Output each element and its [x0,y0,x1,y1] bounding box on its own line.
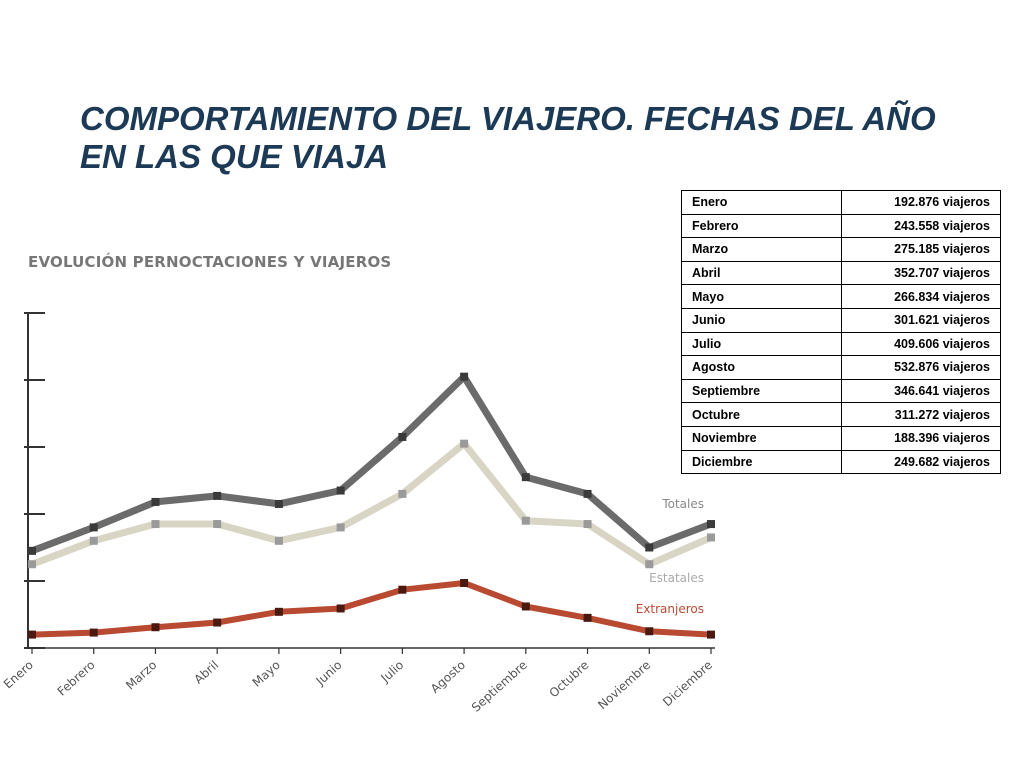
table-row: Diciembre 249.682 viajeros [681,449,1001,475]
data-point-estatales [89,536,98,545]
x-tick-label: Marzo [123,658,159,693]
x-tick-label: Junio [313,658,345,689]
data-point-estatales [274,536,283,545]
month-cell: Febrero [681,213,842,239]
table-row: Junio 301.621 viajeros [681,307,1001,333]
table-row: Abril 352.707 viajeros [681,260,1001,286]
data-point-totales [583,489,592,498]
month-cell: Agosto [681,355,842,380]
data-point-estatales [460,439,469,448]
data-point-extranjeros [28,630,36,639]
data-point-estatales [521,516,530,525]
data-point-extranjeros [707,630,715,639]
x-tick-label: Mayo [250,658,283,690]
x-tick-label: Abril [191,658,221,687]
slide-title-line-1: COMPORTAMIENTO DEL VIAJERO. FECHAS DEL A… [80,100,936,137]
data-point-totales [521,473,530,482]
data-point-totales [274,499,283,508]
table-row: Marzo 275.185 viajeros [681,237,1001,262]
data-point-estatales [398,489,407,498]
travelers-cell: 301.621 viajeros [841,307,1001,333]
x-tick-label: Agosto [428,658,468,696]
data-point-extranjeros [151,623,160,632]
data-point-extranjeros [645,627,654,636]
data-point-extranjeros [521,602,530,611]
travelers-cell: 346.641 viajeros [841,378,1001,404]
travelers-cell: 409.606 viajeros [841,331,1001,357]
legend-label-estatales: Estatales [649,571,704,585]
legend-label-totales: Totales [661,497,704,511]
legend-label-extranjeros: Extranjeros [636,602,704,616]
table-row: Febrero 243.558 viajeros [681,213,1001,239]
monthly-travelers-table: Enero 192.876 viajeros Febrero 243.558 viaj… [681,190,1001,475]
series-line-totales [28,373,715,555]
travelers-cell: 275.185 viajeros [841,237,1001,262]
x-tick-label: Octubre [546,658,591,701]
slide-title: COMPORTAMIENTO DEL VIAJERO. FECHAS DEL A… [80,100,960,176]
data-point-extranjeros [398,585,407,594]
line-chart: Totales Estatales Extranjeros Enero Febrero M… [1,312,715,715]
series-line-estatales [28,440,715,568]
travelers-cell: 311.272 viajeros [841,402,1001,427]
month-cell: Octubre [681,402,842,427]
travelers-cell: 532.876 viajeros [841,355,1001,380]
data-point-extranjeros [460,579,469,588]
slide-title-line-2: EN LAS QUE VIAJA [80,138,389,175]
x-tick-label: Julio [378,658,407,686]
data-point-totales [151,497,160,506]
data-point-totales [28,546,36,555]
data-point-estatales [213,520,222,529]
travelers-cell: 352.707 viajeros [841,260,1001,286]
table-row: Julio 409.606 viajeros [681,331,1001,357]
table-row: Septiembre 346.641 viajeros [681,378,1001,404]
month-cell: Septiembre [681,378,842,404]
data-point-totales [398,432,407,441]
table-row: Noviembre 188.396 viajeros [681,425,1001,451]
data-point-extranjeros [336,604,345,613]
table-row: Agosto 532.876 viajeros [681,355,1001,380]
chart-title: EVOLUCIÓN PERNOCTACIONES Y VIAJEROS [28,253,392,271]
data-point-totales [336,486,345,495]
data-point-estatales [583,520,592,529]
data-point-extranjeros [89,628,98,637]
data-point-extranjeros [274,607,283,616]
month-cell: Diciembre [681,449,842,475]
table-row: Mayo 266.834 viajeros [681,284,1001,309]
data-point-estatales [645,560,654,569]
data-point-totales [645,543,654,552]
table-row: Octubre 311.272 viajeros [681,402,1001,427]
month-cell: Junio [681,307,842,333]
month-cell: Julio [681,331,842,357]
travelers-cell: 266.834 viajeros [841,284,1001,309]
x-tick-label: Diciembre [660,658,715,709]
table-row: Enero 192.876 viajeros [681,190,1001,215]
x-tick-label: Noviembre [595,658,653,712]
data-point-totales [707,520,715,529]
data-point-estatales [336,523,345,532]
month-cell: Noviembre [681,425,842,451]
x-tick-label: Febrero [55,658,98,699]
month-cell: Enero [681,190,842,215]
data-point-estatales [707,533,715,542]
data-point-totales [89,523,98,532]
travelers-cell: 249.682 viajeros [841,449,1001,475]
travelers-cell: 192.876 viajeros [841,190,1001,215]
data-point-totales [213,491,222,500]
travelers-cell: 188.396 viajeros [841,425,1001,451]
data-point-estatales [28,560,36,569]
travelers-cell: 243.558 viajeros [841,213,1001,239]
x-tick-label: Septiembre [469,658,530,715]
series-line-extranjeros [29,580,714,638]
data-point-estatales [151,520,160,529]
data-point-totales [460,372,469,381]
month-cell: Mayo [681,284,842,309]
data-point-extranjeros [583,613,592,622]
month-cell: Abril [681,260,842,286]
data-point-extranjeros [213,618,222,627]
month-cell: Marzo [681,237,842,262]
x-tick-label: Enero [1,658,36,692]
